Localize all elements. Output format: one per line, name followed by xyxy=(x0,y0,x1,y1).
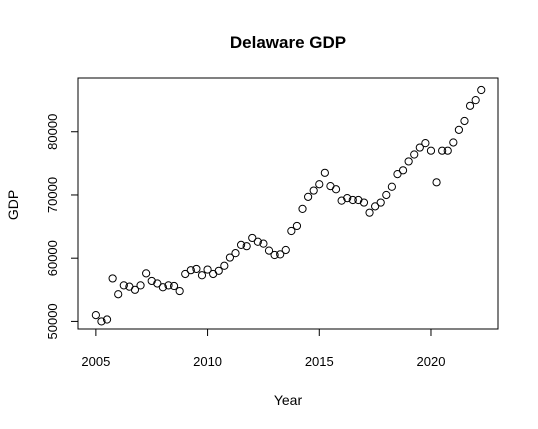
data-point xyxy=(97,317,106,326)
data-point xyxy=(214,266,223,275)
data-point xyxy=(158,283,167,292)
data-point xyxy=(449,138,458,147)
data-point xyxy=(337,196,346,205)
data-point xyxy=(136,281,145,290)
y-axis: 50000 60000 70000 80000 xyxy=(45,114,79,339)
x-tick-label: 2005 xyxy=(81,354,110,369)
data-point xyxy=(242,242,251,251)
x-tick-label: 2015 xyxy=(305,354,334,369)
data-point xyxy=(253,237,262,246)
data-point xyxy=(315,180,324,189)
data-point xyxy=(382,190,391,200)
data-point xyxy=(164,281,173,290)
plot-frame xyxy=(77,77,499,330)
chart-title: Delaware GDP xyxy=(230,33,346,52)
data-point xyxy=(287,226,296,236)
data-point xyxy=(264,246,274,255)
y-tick-label: 70000 xyxy=(45,177,60,213)
data-point xyxy=(471,96,480,105)
data-point xyxy=(169,281,179,291)
data-point xyxy=(438,146,447,155)
data-point xyxy=(410,150,419,159)
data-point xyxy=(281,245,290,255)
data-point xyxy=(220,261,229,270)
data-point xyxy=(477,85,486,95)
data-point xyxy=(259,239,268,248)
data-point xyxy=(192,264,201,274)
data-point xyxy=(236,240,246,250)
data-point xyxy=(421,139,430,148)
x-tick-label: 2010 xyxy=(193,354,222,369)
data-point xyxy=(147,276,156,286)
data-point xyxy=(186,266,195,275)
data-point xyxy=(309,186,318,195)
y-tick-label: 50000 xyxy=(45,303,60,339)
data-point xyxy=(304,192,313,201)
data-point xyxy=(119,281,128,290)
data-point xyxy=(231,249,240,258)
data-point xyxy=(343,194,352,203)
y-tick-label: 80000 xyxy=(45,114,60,150)
data-point xyxy=(203,265,212,274)
data-point xyxy=(432,178,441,187)
x-tick-label: 2020 xyxy=(417,354,446,369)
data-point xyxy=(102,315,112,324)
data-point xyxy=(225,253,235,262)
x-axis: 2005 2010 2015 2020 xyxy=(81,328,446,369)
data-point xyxy=(270,250,279,260)
y-tick-label: 60000 xyxy=(45,240,60,276)
data-point xyxy=(454,125,464,134)
data-point xyxy=(175,286,184,296)
data-point xyxy=(415,143,424,152)
data-point xyxy=(142,269,151,278)
data-point xyxy=(376,198,385,207)
data-point xyxy=(248,233,257,243)
data-point xyxy=(359,198,369,207)
data-point xyxy=(320,168,329,177)
data-point xyxy=(426,146,436,155)
data-point xyxy=(398,166,408,175)
data-point xyxy=(91,310,100,320)
data-point xyxy=(365,208,374,217)
data-point xyxy=(181,269,190,279)
y-axis-label: GDP xyxy=(5,190,21,220)
data-point xyxy=(331,185,341,194)
data-point xyxy=(443,146,452,155)
data-point xyxy=(153,279,162,288)
data-point xyxy=(465,101,475,110)
data-point xyxy=(393,170,402,179)
data-point xyxy=(130,285,140,294)
data-point xyxy=(387,182,396,191)
data-point xyxy=(276,250,285,259)
data-point xyxy=(404,157,413,166)
data-point xyxy=(114,290,123,299)
data-point xyxy=(348,195,357,205)
x-axis-label: Year xyxy=(274,392,303,408)
data-point xyxy=(292,221,302,231)
data-point xyxy=(197,271,207,280)
data-point xyxy=(460,116,469,126)
data-point xyxy=(371,202,380,211)
data-point xyxy=(298,204,307,213)
data-point xyxy=(354,195,363,205)
data-points xyxy=(91,85,486,326)
data-point xyxy=(108,274,117,283)
